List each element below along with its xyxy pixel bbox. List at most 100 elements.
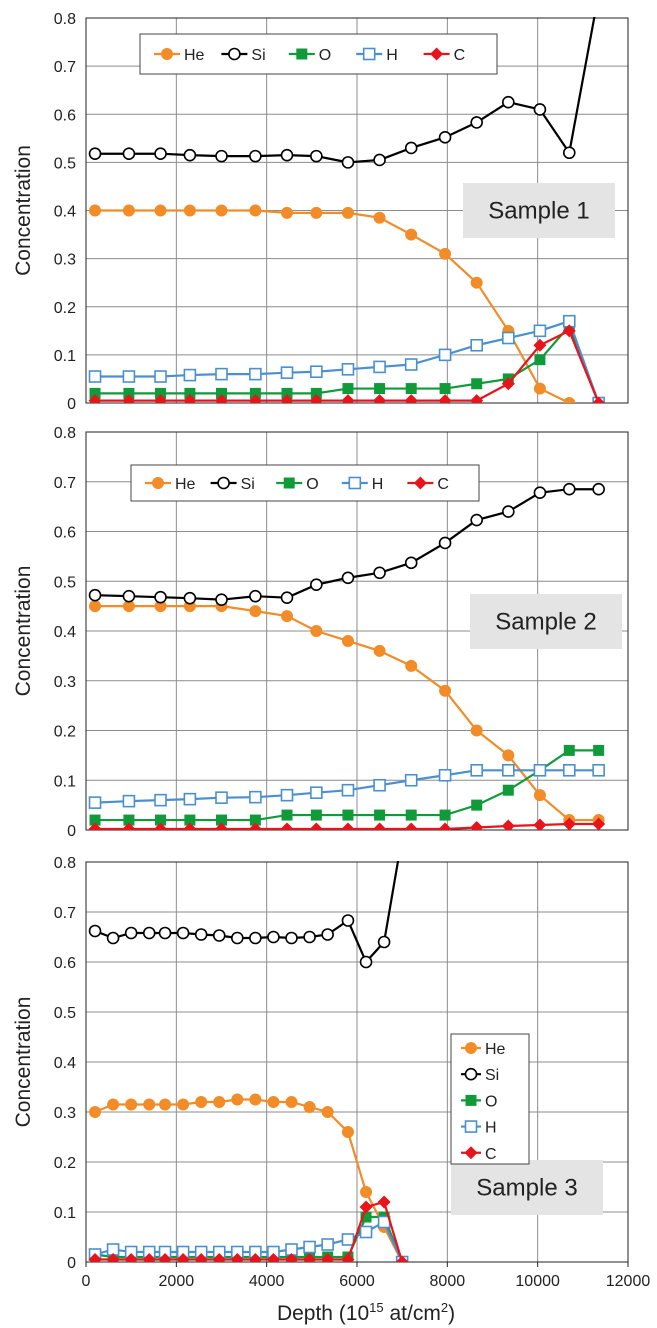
- data-point-si: [183, 591, 197, 605]
- y-tick-label: 0.5: [54, 1005, 76, 1022]
- legend-label-h: H: [372, 476, 384, 493]
- x-axis-label-tail: at/cm: [384, 1302, 441, 1325]
- data-point-si: [231, 931, 244, 945]
- data-point-h: [373, 360, 386, 374]
- x-axis-label-main: Depth (10: [277, 1302, 369, 1325]
- data-point-si: [249, 589, 262, 603]
- data-point-si: [212, 929, 226, 942]
- data-point-si: [194, 928, 208, 941]
- y-tick-label: 0.7: [54, 475, 76, 492]
- series-line-si: [95, 17, 596, 164]
- data-point-o: [89, 387, 101, 399]
- data-point-he: [285, 1096, 298, 1108]
- data-point-si: [404, 141, 418, 155]
- data-point-c: [404, 822, 418, 830]
- y-tick-label: 0.8: [54, 11, 76, 28]
- data-point-c: [122, 394, 136, 403]
- data-point-he: [89, 204, 102, 217]
- data-point-h: [303, 1240, 316, 1254]
- data-point-he: [563, 397, 576, 403]
- data-point-si: [124, 926, 138, 940]
- data-point-he: [310, 206, 323, 219]
- data-point-c: [215, 822, 228, 830]
- data-point-si: [562, 146, 576, 160]
- data-point-o: [155, 814, 167, 826]
- data-point-h: [562, 763, 576, 777]
- plot-frame: [85, 17, 629, 404]
- data-point-o: [249, 387, 261, 399]
- data-point-he: [360, 1186, 373, 1198]
- data-point-h: [438, 348, 452, 362]
- sample-label-box: [470, 594, 622, 649]
- data-point-si: [249, 931, 262, 945]
- data-point-si: [310, 578, 323, 592]
- data-point-si: [502, 95, 515, 109]
- y-tick-label: 0.8: [54, 425, 76, 442]
- data-point-o: [281, 809, 293, 821]
- legend-label-c: C: [454, 47, 466, 64]
- data-point-c: [266, 1253, 280, 1262]
- data-point-o: [374, 809, 386, 821]
- data-point-he: [249, 204, 262, 217]
- data-point-c: [285, 1253, 299, 1262]
- data-point-c: [124, 1253, 138, 1262]
- x-axis-label-sup2: 2: [441, 1300, 448, 1315]
- data-point-o: [534, 354, 546, 366]
- legend-label-si: Si: [485, 1067, 499, 1084]
- data-point-he: [125, 1098, 138, 1111]
- data-point-o: [439, 809, 451, 821]
- y-axis-label: Concentration: [12, 145, 35, 276]
- data-point-c: [562, 324, 576, 338]
- data-point-si: [158, 926, 172, 940]
- data-point-c: [122, 822, 136, 830]
- y-tick-label: 0.4: [54, 1055, 76, 1072]
- legend-marker-si: [464, 1067, 478, 1081]
- data-point-he: [341, 1126, 354, 1138]
- data-point-h: [249, 367, 262, 381]
- data-point-h: [183, 792, 197, 806]
- data-point-c: [158, 1253, 172, 1262]
- legend-marker-si: [217, 476, 230, 490]
- data-point-he: [107, 1098, 120, 1111]
- chart-panels: 0 0.1 0.2 0.3 0.4 0.5 0.6 0.7 0.8 Concentration Sa…: [12, 11, 650, 1290]
- data-point-h: [280, 788, 294, 802]
- data-point-c: [470, 821, 484, 830]
- data-point-c: [230, 1253, 244, 1262]
- data-point-o: [310, 809, 322, 821]
- data-point-si: [438, 131, 452, 144]
- data-point-h: [404, 358, 418, 371]
- legend-marker-o: [296, 48, 308, 60]
- data-point-c: [533, 818, 547, 830]
- data-point-he: [249, 1093, 262, 1106]
- data-point-si: [142, 926, 156, 940]
- data-point-o: [184, 387, 196, 399]
- data-point-o: [471, 378, 483, 390]
- legend-label-he: He: [485, 1041, 506, 1058]
- data-point-h: [341, 1233, 355, 1246]
- legend-label-o: O: [485, 1093, 497, 1110]
- data-point-si: [215, 593, 228, 606]
- data-point-o: [281, 387, 293, 399]
- y-tick-label: 0.5: [54, 155, 76, 172]
- data-point-o: [123, 387, 135, 399]
- data-point-si: [122, 147, 136, 161]
- data-point-he: [159, 1098, 172, 1111]
- chart-panel-2: 0 0.1 0.2 0.3 0.4 0.5 0.6 0.7 0.8 Concentration Sa…: [12, 425, 629, 840]
- data-point-h: [88, 796, 102, 809]
- data-point-si: [341, 571, 355, 585]
- legend-marker-si: [228, 47, 241, 61]
- legend-label-si: Si: [251, 47, 265, 64]
- data-point-he: [231, 1093, 244, 1106]
- x-tick-label: 4000: [249, 1273, 285, 1290]
- data-point-c: [359, 1200, 373, 1214]
- legend: He Si O H C: [130, 464, 480, 502]
- data-point-h: [321, 1238, 334, 1251]
- data-point-si: [470, 116, 483, 129]
- data-point-si: [215, 149, 228, 163]
- data-point-h: [359, 1225, 373, 1239]
- data-point-o: [89, 814, 101, 826]
- data-point-si: [592, 482, 605, 496]
- data-point-c: [438, 394, 452, 403]
- sample-label: Sample 1: [488, 198, 589, 225]
